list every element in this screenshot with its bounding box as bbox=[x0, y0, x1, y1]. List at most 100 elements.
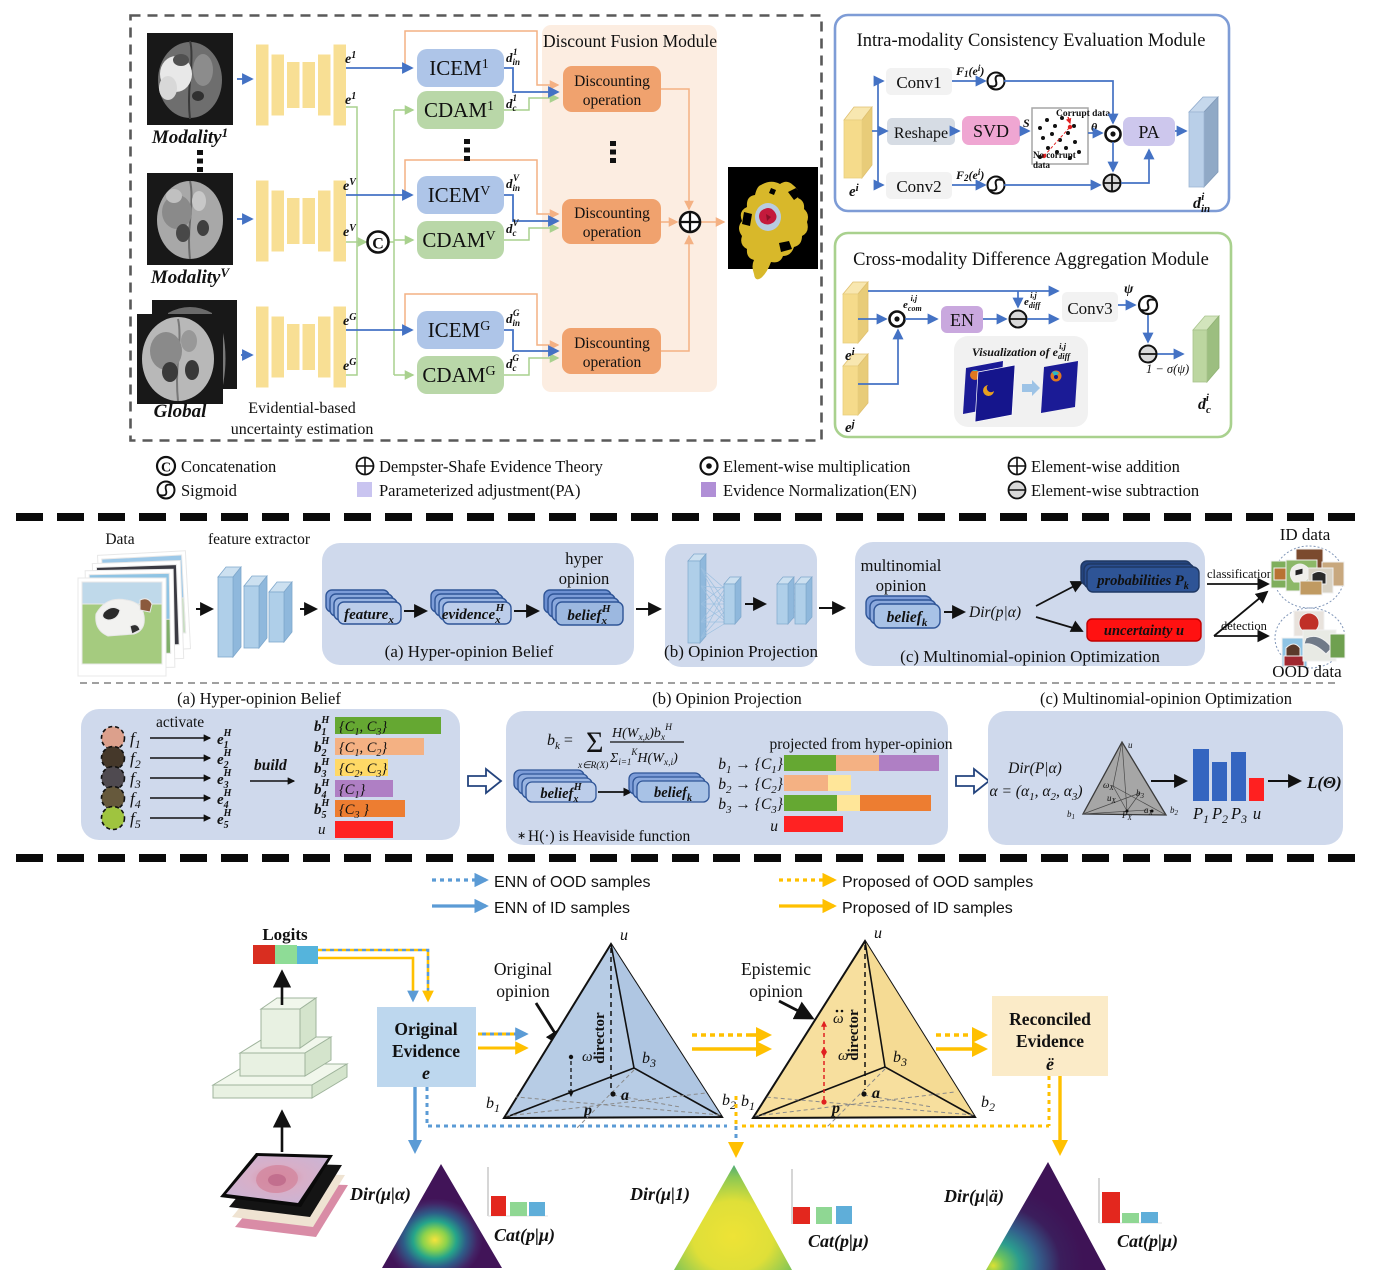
svg-text:CDAMV: CDAMV bbox=[422, 228, 495, 252]
svg-text:b4H: b4H bbox=[314, 778, 331, 801]
svg-text:Element-wise subtraction: Element-wise subtraction bbox=[1031, 481, 1199, 500]
svg-text:C: C bbox=[372, 236, 384, 253]
svg-text:Element-wise multiplication: Element-wise multiplication bbox=[723, 457, 910, 476]
svg-text:b2: b2 bbox=[1170, 805, 1179, 817]
svg-text:Evidence: Evidence bbox=[392, 1041, 460, 1061]
svg-text:f5: f5 bbox=[130, 809, 141, 831]
svg-text:Evidence: Evidence bbox=[1016, 1031, 1084, 1051]
svg-text:multinomial: multinomial bbox=[861, 556, 942, 575]
svg-text:ei: ei bbox=[849, 182, 860, 200]
svg-text:Cross-modality Difference Aggr: Cross-modality Difference Aggregation Mo… bbox=[853, 250, 1209, 270]
svg-text:ModalityV: ModalityV bbox=[150, 265, 231, 288]
svg-text:e: e bbox=[422, 1063, 430, 1083]
svg-text:Intra-modality Consistency Eva: Intra-modality Consistency Evaluation Mo… bbox=[857, 31, 1206, 51]
svg-text:feature extractor: feature extractor bbox=[208, 531, 311, 548]
svg-text:(a) Hyper-opinion Belief: (a) Hyper-opinion Belief bbox=[385, 642, 554, 661]
svg-text:α = (α1, α2, α3): α = (α1, α2, α3) bbox=[989, 783, 1082, 803]
svg-text:Dir(μ|ä): Dir(μ|ä) bbox=[943, 1186, 1004, 1207]
svg-text:Conv1: Conv1 bbox=[896, 73, 941, 92]
svg-text:(c) Multinomial-opinion Optimi: (c) Multinomial-opinion Optimization bbox=[900, 647, 1160, 666]
svg-text:(b) Opinion Projection: (b) Opinion Projection bbox=[652, 689, 801, 708]
svg-text:hyper: hyper bbox=[565, 549, 603, 568]
svg-text:Reshape: Reshape bbox=[894, 125, 948, 142]
svg-text:f3: f3 bbox=[130, 769, 141, 791]
svg-text:Cat(p|μ): Cat(p|μ) bbox=[1117, 1231, 1178, 1252]
svg-text:{C1}: {C1} bbox=[339, 782, 365, 801]
svg-text:probabilities Pk: probabilities Pk bbox=[1095, 573, 1189, 592]
svg-text:ENN of OOD samples: ENN of OOD samples bbox=[494, 874, 650, 891]
svg-text:Discounting: Discounting bbox=[574, 335, 650, 352]
svg-text:Cat(p|μ): Cat(p|μ) bbox=[808, 1231, 869, 1252]
svg-text:ecomi,j: ecomi,j bbox=[903, 294, 922, 313]
svg-text:Dempster-Shafe Evidence Theory: Dempster-Shafe Evidence Theory bbox=[379, 457, 604, 476]
svg-text:operation: operation bbox=[583, 92, 642, 109]
svg-text:Dir(μ|α): Dir(μ|α) bbox=[349, 1184, 411, 1205]
svg-text:a: a bbox=[872, 1085, 880, 1102]
svg-text:e1: e1 bbox=[345, 91, 356, 108]
svg-text:Conv3: Conv3 bbox=[1067, 299, 1112, 318]
svg-text:(b) Opinion Projection: (b) Opinion Projection bbox=[664, 642, 818, 661]
svg-text:Dir(p|α): Dir(p|α) bbox=[968, 604, 1021, 621]
svg-text:Proposed of ID samples: Proposed of ID samples bbox=[842, 900, 1013, 917]
svg-text:F2(ei): F2(ei) bbox=[955, 167, 984, 183]
svg-text:beliefxH: beliefxH bbox=[540, 782, 583, 805]
svg-text:Conv2: Conv2 bbox=[896, 177, 941, 196]
svg-text:Sigmoid: Sigmoid bbox=[181, 481, 238, 500]
svg-text:projected from hyper-opinion: projected from hyper-opinion bbox=[769, 736, 952, 753]
svg-text:Original: Original bbox=[494, 959, 552, 979]
svg-text:ω: ω bbox=[833, 1011, 844, 1027]
svg-text:Original: Original bbox=[394, 1019, 457, 1039]
svg-text:ei: ei bbox=[845, 346, 856, 364]
svg-text:uX: uX bbox=[1107, 793, 1117, 805]
svg-text:F1(ei): F1(ei) bbox=[955, 63, 984, 79]
svg-text:Evidence Normalization(EN): Evidence Normalization(EN) bbox=[723, 481, 917, 500]
svg-text:ICEMV: ICEMV bbox=[428, 183, 491, 207]
svg-text:b1 → {C1}: b1 → {C1} bbox=[718, 756, 784, 776]
svg-text:Proposed of OOD samples: Proposed of OOD samples bbox=[842, 874, 1033, 891]
svg-text:u: u bbox=[1128, 740, 1133, 750]
svg-text:(a) Hyper-opinion Belief: (a) Hyper-opinion Belief bbox=[177, 689, 341, 708]
svg-text:EN: EN bbox=[950, 310, 974, 330]
svg-text:Visualization of ediffi,j: Visualization of ediffi,j bbox=[972, 341, 1071, 361]
svg-text:bk =: bk = bbox=[547, 732, 573, 752]
svg-text:p: p bbox=[582, 1102, 592, 1119]
svg-text:activate: activate bbox=[156, 714, 204, 731]
svg-text:Data: Data bbox=[105, 531, 134, 548]
svg-text:ω: ω bbox=[582, 1049, 593, 1065]
svg-text:Discounting: Discounting bbox=[574, 73, 650, 90]
svg-text:PX: PX bbox=[1121, 810, 1133, 822]
svg-text:featurex: featurex bbox=[344, 607, 394, 626]
svg-text:Logits: Logits bbox=[262, 925, 308, 944]
svg-text:director: director bbox=[592, 1012, 608, 1064]
svg-text:b3: b3 bbox=[1136, 788, 1145, 800]
svg-text:Reconciled: Reconciled bbox=[1009, 1009, 1091, 1029]
svg-text:operation: operation bbox=[583, 354, 642, 371]
svg-text:ENN of ID samples: ENN of ID samples bbox=[494, 900, 630, 917]
svg-text:uncertainty estimation: uncertainty estimation bbox=[231, 421, 374, 438]
svg-text:dcG: dcG bbox=[506, 353, 520, 373]
svg-text:b3H: b3H bbox=[314, 757, 331, 780]
svg-text:ICEMG: ICEMG bbox=[428, 318, 491, 342]
svg-text:b1H: b1H bbox=[314, 715, 331, 738]
svg-text:f2: f2 bbox=[130, 749, 141, 771]
svg-text:CDAMG: CDAMG bbox=[422, 363, 495, 387]
svg-text:dinV: dinV bbox=[506, 173, 520, 193]
svg-text:x∈R(X): x∈R(X) bbox=[577, 760, 608, 771]
svg-text:θ: θ bbox=[1091, 120, 1098, 134]
svg-text:Cat(p|μ): Cat(p|μ) bbox=[494, 1225, 555, 1246]
svg-text:dci: dci bbox=[1198, 392, 1211, 416]
svg-text:C: C bbox=[161, 461, 171, 476]
svg-text:a: a bbox=[621, 1087, 629, 1104]
svg-text:beliefk: beliefk bbox=[887, 609, 928, 629]
svg-text:ψ: ψ bbox=[1124, 282, 1134, 297]
svg-text:Dir(μ|1): Dir(μ|1) bbox=[629, 1184, 690, 1205]
svg-text:opinion: opinion bbox=[559, 569, 609, 588]
svg-text:ICEM1: ICEM1 bbox=[429, 56, 489, 80]
svg-text:H(·) is Heaviside function: H(·) is Heaviside function bbox=[528, 828, 691, 845]
svg-text:No corrupt: No corrupt bbox=[1033, 150, 1076, 160]
svg-text:1 − σ(ψ): 1 − σ(ψ) bbox=[1146, 362, 1189, 376]
svg-text:Discounting: Discounting bbox=[574, 205, 650, 222]
svg-text:u: u bbox=[620, 927, 628, 944]
svg-text:SVD: SVD bbox=[973, 121, 1009, 141]
svg-text:L(Θ): L(Θ) bbox=[1306, 773, 1342, 792]
